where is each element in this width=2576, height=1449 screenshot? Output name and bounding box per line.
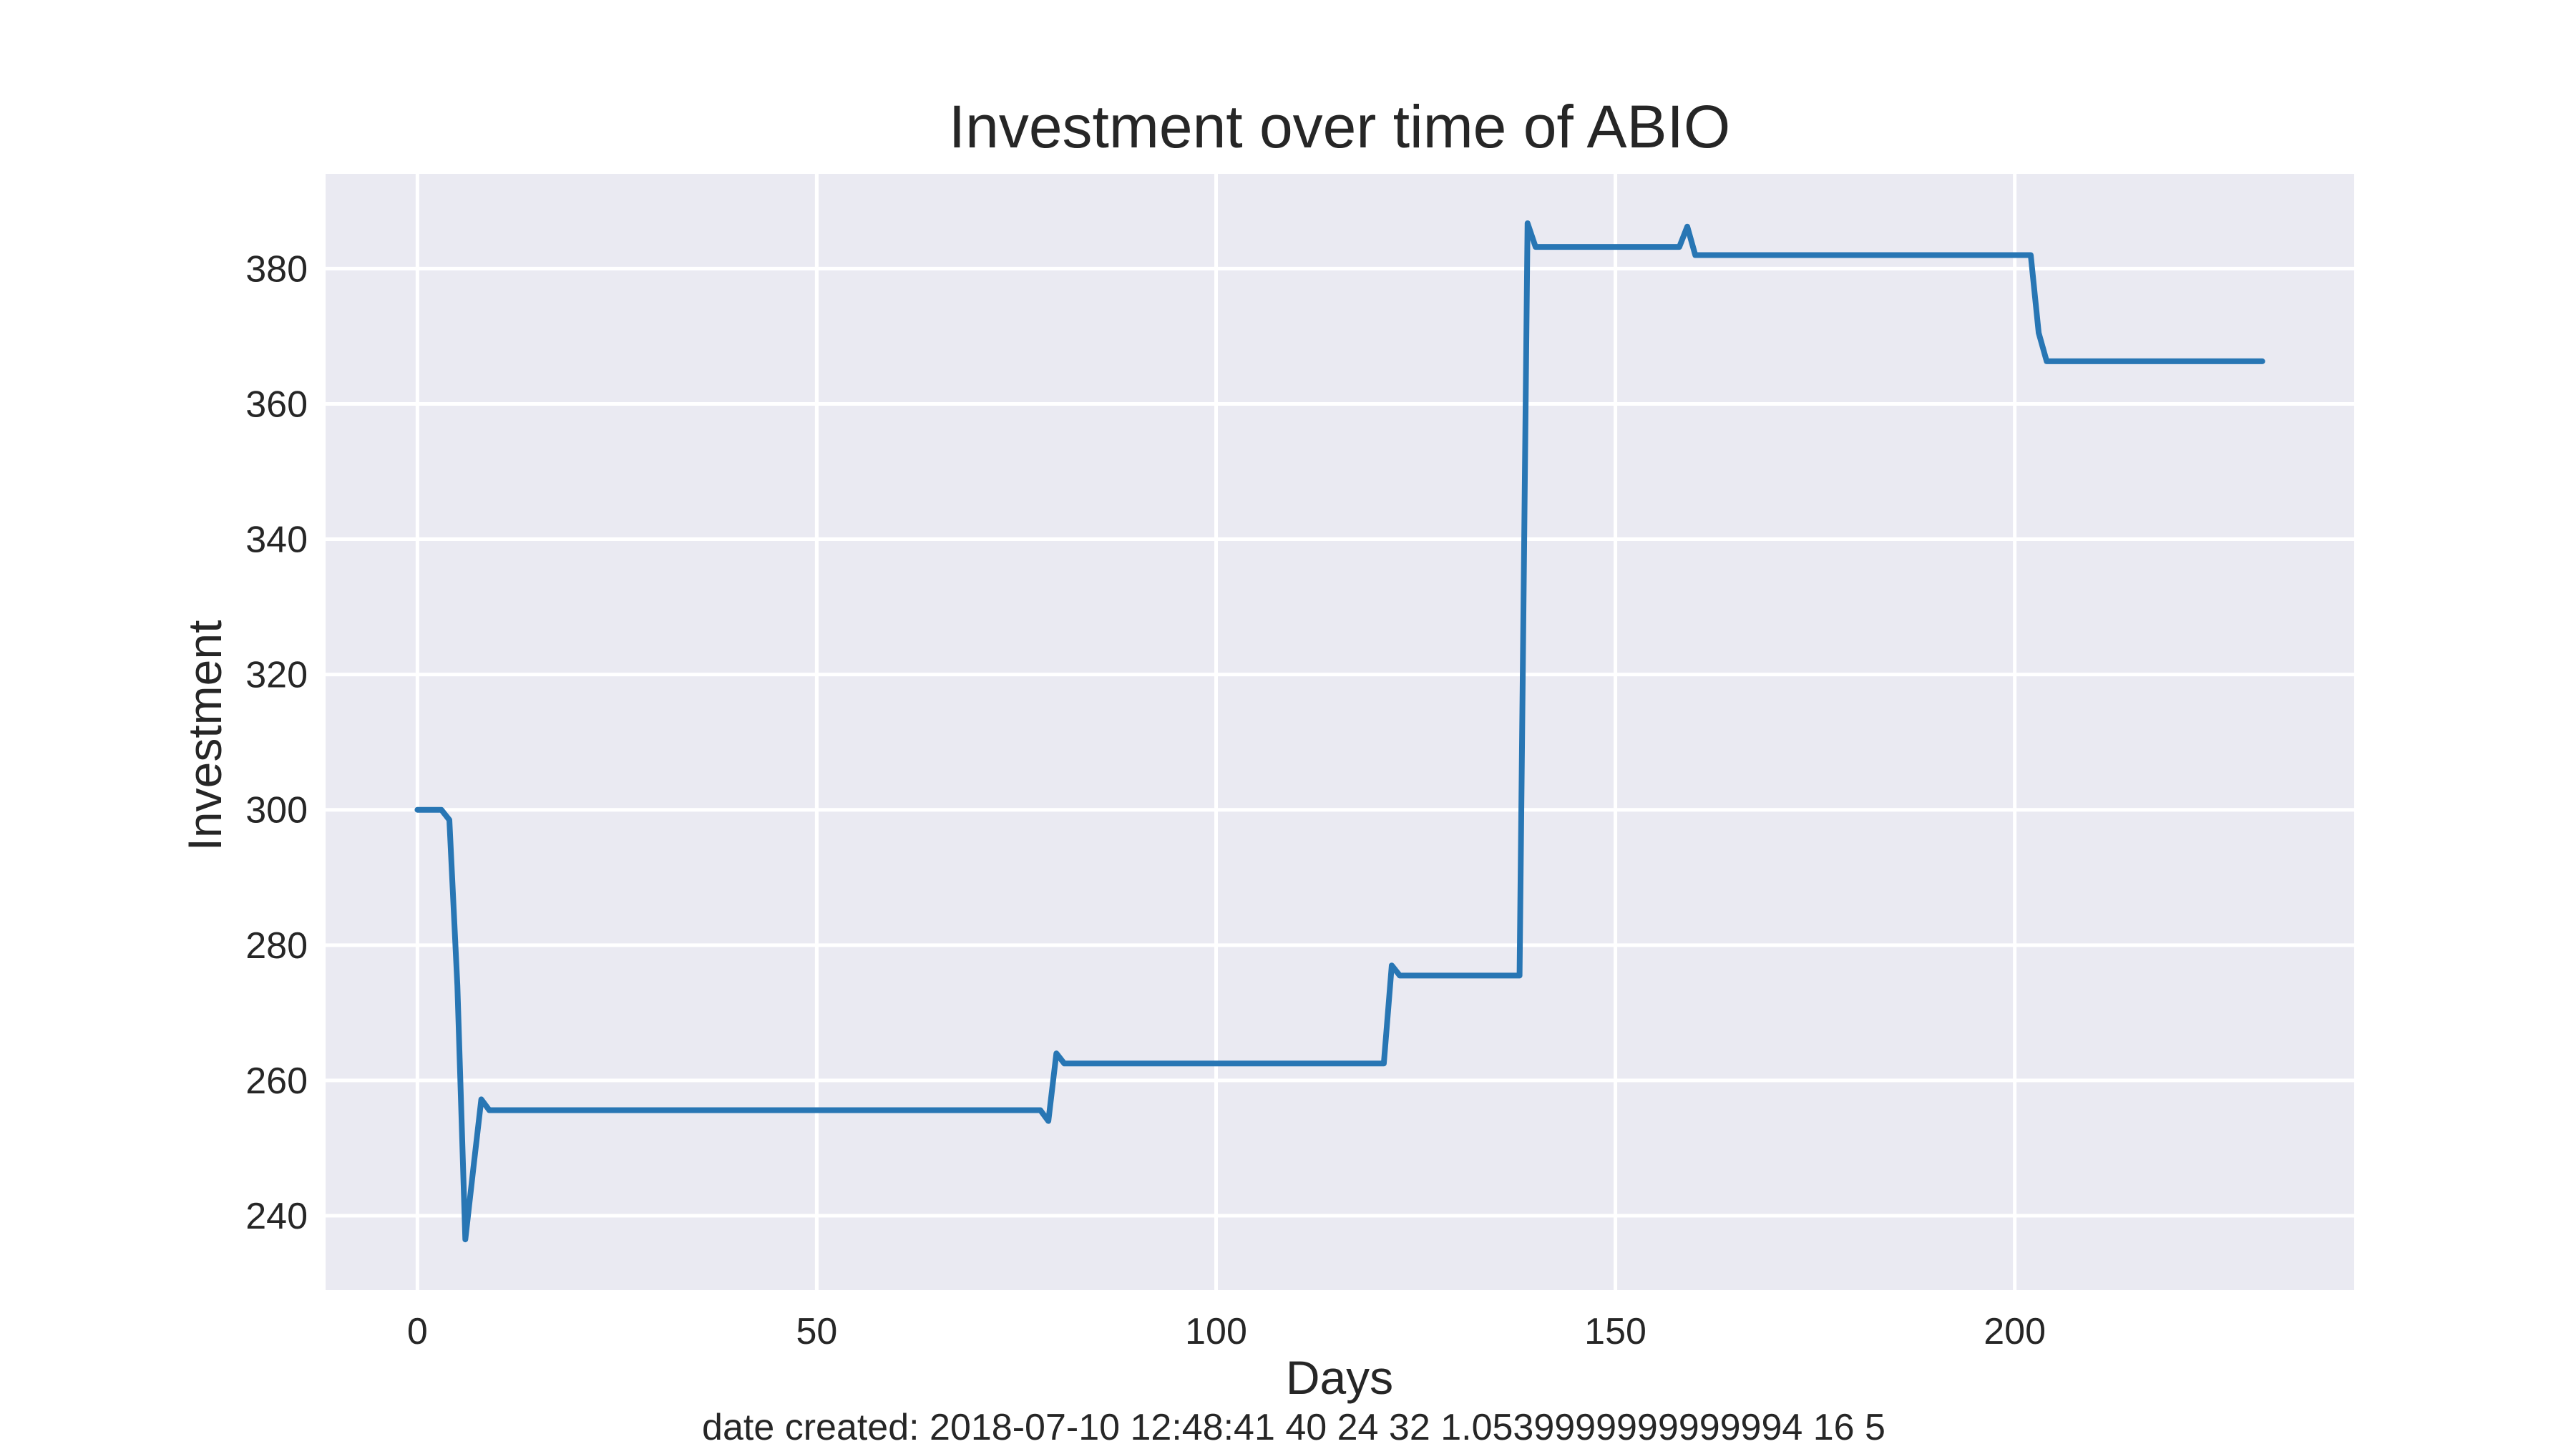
y-tick-label: 380 <box>245 248 308 290</box>
x-tick-label: 100 <box>1185 1311 1247 1352</box>
series-line <box>414 220 2265 1243</box>
footer-caption: date created: 2018-07-10 12:48:41 40 24 … <box>702 1407 1885 1448</box>
y-tick-label: 340 <box>245 519 308 561</box>
chart-title: Investment over time of ABIO <box>949 93 1730 160</box>
y-tick-label: 240 <box>245 1196 308 1237</box>
x-axis-label: Days <box>1286 1351 1393 1404</box>
y-tick-label: 260 <box>245 1060 308 1102</box>
plot-area <box>326 174 2354 1290</box>
y-axis-label: Investment <box>178 620 231 852</box>
x-tick-label: 50 <box>796 1311 838 1352</box>
x-tick-label: 150 <box>1584 1311 1646 1352</box>
x-tick-label: 0 <box>407 1311 428 1352</box>
series-layer <box>414 220 2265 1243</box>
y-tick-label: 300 <box>245 790 308 831</box>
y-tick-label: 320 <box>245 655 308 696</box>
tick-labels: 0 50 100 150 200 240 260 280 300 320 340 360 380 <box>245 248 2046 1352</box>
y-tick-label: 360 <box>245 384 308 425</box>
y-tick-label: 280 <box>245 925 308 967</box>
grid <box>326 174 2354 1290</box>
x-tick-label: 200 <box>1984 1311 2046 1352</box>
